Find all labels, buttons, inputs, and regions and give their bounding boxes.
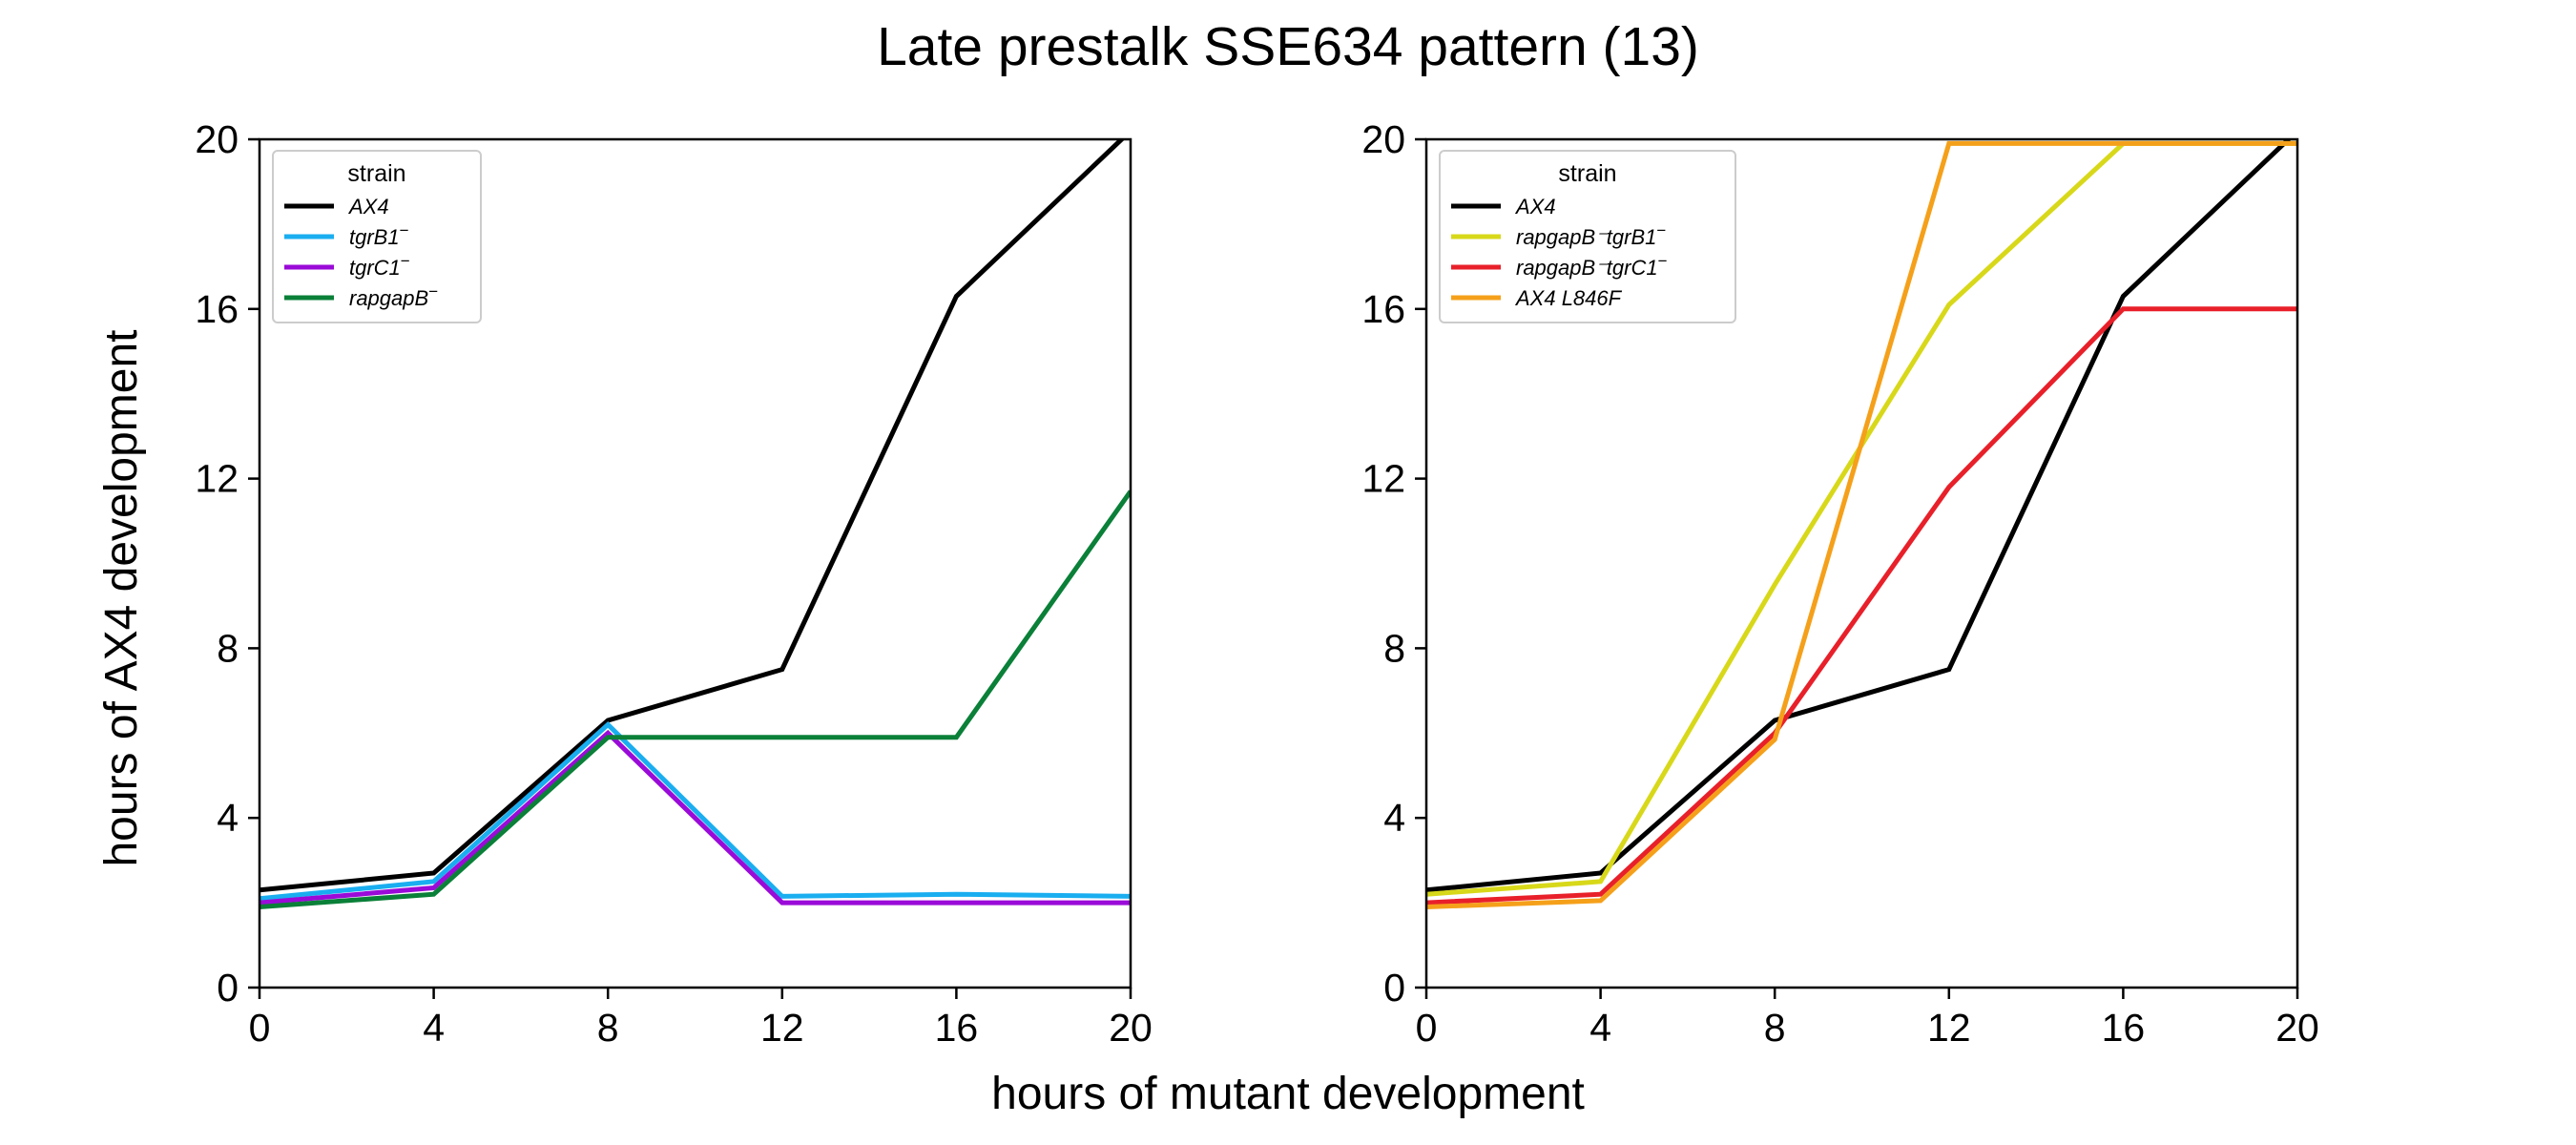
left-legend-label-0: AX4 (347, 195, 389, 219)
right-y-tick-label: 0 (1383, 966, 1405, 1010)
right-legend-label-1: rapgapB⁻tgrB1− (1516, 221, 1666, 249)
right-legend-label-2: rapgapB⁻tgrC1− (1516, 252, 1668, 280)
left-x-tick-label: 4 (423, 1006, 445, 1050)
y-axis-label: hours of AX4 development (96, 329, 147, 866)
left-legend-label-2: tgrC1− (349, 252, 410, 280)
right-series-line-3 (1426, 140, 2297, 909)
left-x-tick-label: 16 (935, 1006, 979, 1050)
chart-title: Late prestalk SSE634 pattern (13) (877, 16, 1699, 77)
right-legend-label-0: AX4 (1514, 195, 1556, 219)
left-legend-label-3: rapgapB− (349, 282, 438, 310)
left-x-tick-label: 8 (597, 1006, 619, 1050)
right-y-tick-label: 8 (1383, 626, 1405, 670)
left-series-line-1 (260, 720, 1131, 902)
right-y-tick-label: 12 (1361, 457, 1405, 501)
right-x-tick-label: 4 (1589, 1006, 1611, 1050)
right-x-tick-label: 8 (1764, 1006, 1786, 1050)
left-y-tick-label: 4 (217, 796, 239, 840)
right-x-tick-label: 16 (2102, 1006, 2146, 1050)
left-series-line-0 (260, 139, 1126, 893)
left-series-line-3 (260, 489, 1131, 909)
right-series-line-2 (1426, 306, 2297, 906)
left-y-tick-label: 12 (195, 457, 239, 501)
left-series-line-2 (260, 729, 1131, 906)
left-y-tick-label: 16 (195, 287, 239, 331)
left-axes-frame (258, 137, 1132, 989)
right-series-line-0 (1426, 139, 2293, 893)
left-series-group (260, 139, 1131, 909)
right-x-tick-label: 12 (1927, 1006, 1971, 1050)
right-legend-label-3: AX4 L846F (1514, 286, 1623, 310)
right-series-group (1426, 139, 2297, 909)
left-legend-box (272, 150, 482, 323)
right-panel: 0 4 8 12 16 20 0 4 8 12 16 20 strainAX4rapgapB⁻tgrB1… (1361, 117, 2318, 1050)
right-x-tick-label: 0 (1416, 1006, 1438, 1050)
left-y-tick-label: 0 (217, 966, 239, 1010)
right-y-tick-label: 16 (1361, 287, 1405, 331)
left-x-tick-label: 20 (1109, 1006, 1153, 1050)
left-y-tick-label: 8 (217, 626, 239, 670)
right-y-tick-label: 20 (1361, 117, 1405, 161)
right-y-tick-label: 4 (1383, 796, 1405, 840)
right-x-tick-label: 20 (2275, 1006, 2319, 1050)
x-axis-label: hours of mutant development (991, 1069, 1585, 1119)
left-x-tick-label: 0 (249, 1006, 271, 1050)
right-legend-box (1439, 150, 1736, 323)
right-axes-frame (1424, 137, 2299, 989)
left-legend-label-1: tgrB1− (349, 221, 409, 249)
left-legend-title: strain (347, 160, 405, 187)
right-legend-title: strain (1558, 160, 1616, 187)
left-x-tick-label: 12 (760, 1006, 804, 1050)
left-y-tick-label: 20 (195, 117, 239, 161)
